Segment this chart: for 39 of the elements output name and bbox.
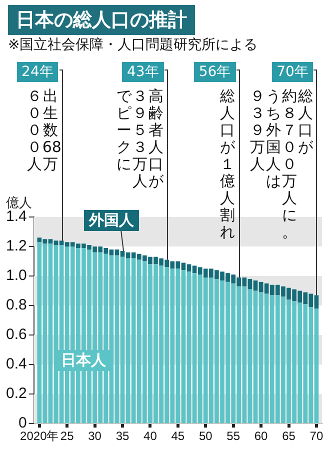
annotation: 56年 [194,62,236,82]
series-label: 外国人 [84,210,139,230]
annotation: 70年 [272,62,314,82]
x-tick-label: 25 [60,429,74,444]
y-tick-label: 0.2 [6,385,27,402]
text: １億人割れ [220,155,236,241]
x-tick-label: 35 [116,429,130,444]
text: うち外国人は [265,87,282,190]
series-label: 日本人 [56,350,112,371]
y-tick-label: 1.0 [6,267,27,284]
text: ９３９万人 [249,87,266,173]
text: 約８７００万人に。 [282,87,297,241]
annotation: 24年 [16,62,58,82]
text: 総人口が [220,87,236,156]
y-tick-label: 1.2 [6,238,27,255]
x-tick-label: 2020年 [20,429,59,444]
y-tick-label: 0.6 [6,326,27,344]
x-tick-label: 60 [254,429,268,444]
text: 総人口が [298,87,313,156]
text: 出生数68万 [42,87,62,173]
text: 高齢者人口が [148,87,164,190]
y-tick-label: 0.8 [6,296,27,314]
y-tick-label: 1.4 [6,208,27,226]
text: ６０００人 [26,87,42,173]
x-tick-label: 70 [310,429,324,444]
chart-subtitle: ※国立社会保障・人口問題研究所による [8,36,258,54]
y-tick-label: 0.4 [6,356,27,373]
x-tick-label: 55 [226,429,240,444]
x-tick-label: 50 [198,429,213,444]
annotation: 43年 [122,62,164,82]
y-tick-label: 0 [18,414,27,432]
x-tick-label: 30 [88,429,102,444]
x-tick-label: 45 [171,429,185,444]
x-tick-label: 40 [144,429,158,444]
y-axis-title: 億人 [6,195,32,211]
chart-title: 日本の総人口の推計 [8,5,195,35]
x-tick-label: 65 [282,429,296,444]
text: でピークに [116,87,132,173]
text: ３９５３万人 [132,87,148,190]
